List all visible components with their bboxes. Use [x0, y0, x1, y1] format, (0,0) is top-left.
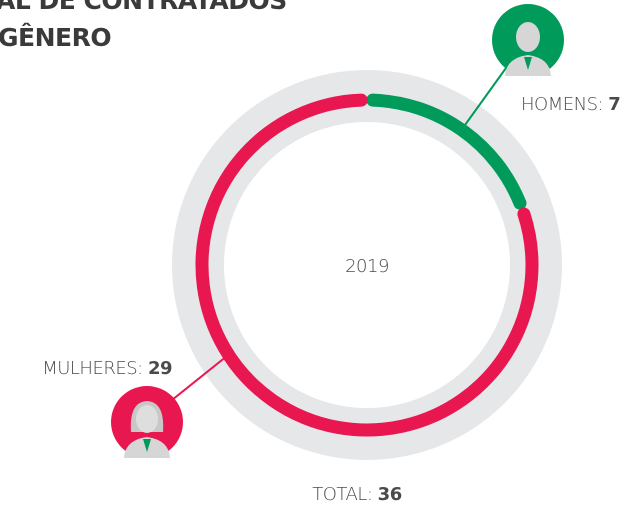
- title-line: AL DE CONTRATADOS: [0, 0, 287, 15]
- series-label: MULHERES: 29: [42, 358, 172, 379]
- leader-line: [464, 67, 507, 126]
- man-icon: [492, 4, 564, 76]
- total-label: TOTAL: 36: [312, 484, 401, 505]
- leader-line: [171, 351, 233, 401]
- series-value: 29: [148, 358, 172, 379]
- total-name: TOTAL:: [312, 484, 372, 505]
- center-label: 2019: [345, 256, 389, 277]
- donut-segment: [366, 93, 527, 210]
- donut-segment: [195, 93, 539, 437]
- series-name: MULHERES:: [42, 358, 143, 379]
- series-value: 7: [608, 94, 620, 115]
- woman-icon: [111, 386, 183, 458]
- series-name: HOMENS:: [521, 94, 603, 115]
- title-line: GÊNERO: [0, 23, 111, 52]
- total-value: 36: [378, 484, 402, 505]
- series-label: HOMENS: 7: [521, 94, 620, 115]
